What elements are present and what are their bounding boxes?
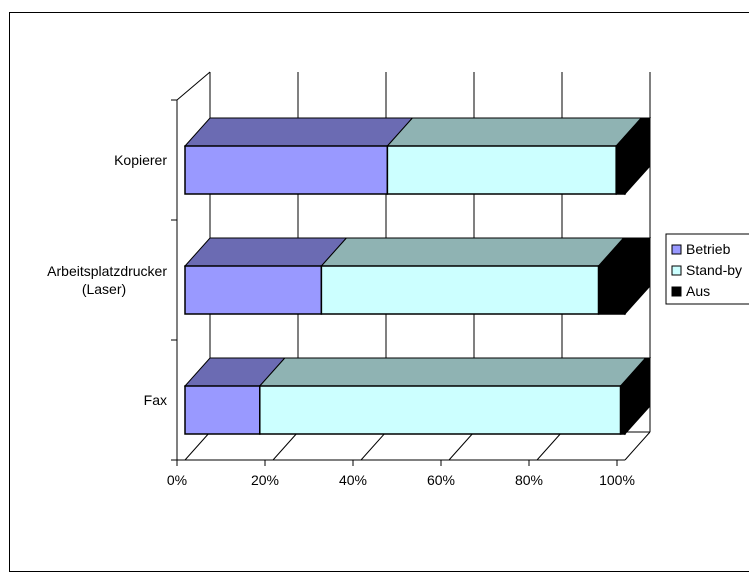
floor-gridline [448, 431, 475, 461]
bar-top-betrieb [183, 117, 414, 147]
category-label-line: Arbeitsplatzdrucker [47, 263, 167, 279]
x-tick-label: 60% [427, 472, 455, 488]
category-label: Fax [144, 392, 167, 408]
legend-swatch-stand-by [671, 265, 682, 276]
floor-gridline [272, 431, 299, 461]
bar-segment-stand-by [386, 145, 617, 195]
legend-label: Betrieb [686, 241, 731, 257]
floor-gridline [624, 431, 651, 461]
category-label: Kopierer [114, 152, 167, 168]
bar-segment-aus [615, 145, 626, 195]
bar-segment-betrieb [184, 385, 261, 435]
bar-segment-aus [597, 265, 626, 315]
y-axis-depth [176, 71, 211, 101]
category-label: Arbeitsplatzdrucker (Laser) [47, 263, 167, 297]
legend-swatch-aus [671, 286, 682, 297]
bar-side [624, 236, 651, 316]
bar-segment-stand-by [259, 385, 622, 435]
bar-chart: 0% 20% 40% 60% 80% 100% Kopierer Arbeitsplatzdr… [47, 71, 749, 488]
bar-segment-betrieb [184, 145, 389, 195]
legend-label: Stand-by [686, 262, 742, 278]
floor-gridline [360, 431, 387, 461]
floor-gridline [184, 431, 211, 461]
bar-side [624, 116, 651, 196]
x-tick-label: 40% [339, 472, 367, 488]
legend-label: Aus [686, 283, 710, 299]
x-tick-label: 20% [251, 472, 279, 488]
category-label-line: (Laser) [82, 281, 126, 297]
x-tick-label: 100% [599, 472, 635, 488]
bar-segment-stand-by [320, 265, 600, 315]
bar-top-betrieb [183, 237, 348, 267]
x-tick-label: 80% [515, 472, 543, 488]
legend-swatch-betrieb [671, 244, 682, 255]
floor-gridline [536, 431, 563, 461]
x-tick-label: 0% [167, 472, 187, 488]
bar-top-stand-by [386, 117, 643, 147]
category-label-line: Fax [144, 392, 167, 408]
bar-top-stand-by [320, 237, 625, 267]
bar-segment-aus [619, 385, 626, 435]
bar-side [624, 356, 651, 436]
bar-top-stand-by [258, 357, 647, 387]
bar-segment-betrieb [184, 265, 323, 315]
category-label-line: Kopierer [114, 152, 167, 168]
